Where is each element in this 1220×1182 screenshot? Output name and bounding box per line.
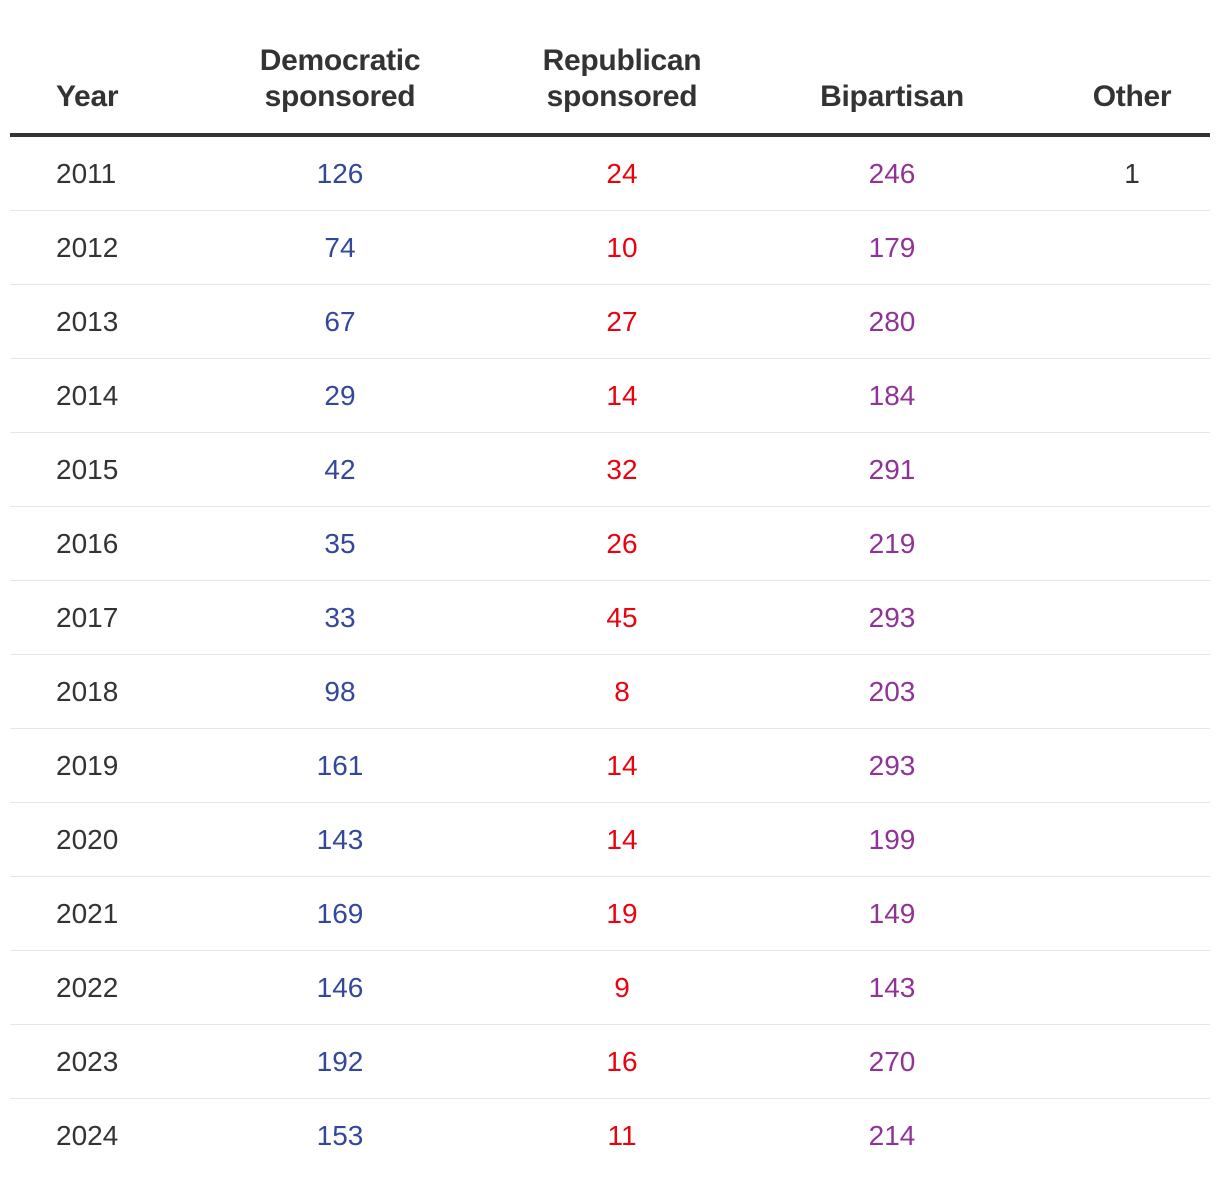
cell-republican: 45 <box>606 602 638 633</box>
table-row: 2017 33 45 293 <box>10 581 1210 655</box>
cell-democratic: 35 <box>324 528 356 559</box>
cell-democratic: 192 <box>316 1046 364 1077</box>
cell-bipartisan: 214 <box>868 1120 916 1151</box>
cell-year: 2023 <box>56 1046 119 1077</box>
cell-bipartisan: 203 <box>868 676 916 707</box>
cell-democratic: 33 <box>324 602 356 633</box>
header-republican-line: sponsored <box>546 80 698 113</box>
table-row: 2019 161 14 293 <box>10 729 1210 803</box>
cell-democratic: 98 <box>324 676 356 707</box>
cell-democratic: 146 <box>316 972 364 1003</box>
cell-year: 2011 <box>56 158 117 189</box>
cell-republican: 14 <box>606 380 638 411</box>
cell-other <box>1072 359 1192 433</box>
cell-republican: 19 <box>606 898 638 929</box>
cell-republican: 14 <box>606 750 638 781</box>
cell-other <box>1072 433 1192 507</box>
cell-democratic: 42 <box>324 454 356 485</box>
cell-year: 2019 <box>56 750 119 781</box>
cell-bipartisan: 199 <box>868 824 916 855</box>
table-body: 2011 126 24 246 1 2012 74 10 179 2013 67 27 280 2014 2… <box>10 137 1210 1173</box>
table-row: 2013 67 27 280 <box>10 285 1210 359</box>
cell-other <box>1072 655 1192 729</box>
header-bipartisan-line: Bipartisan <box>820 80 964 113</box>
cell-bipartisan: 270 <box>868 1046 916 1077</box>
cell-year: 2014 <box>56 380 119 411</box>
cell-bipartisan: 184 <box>868 380 916 411</box>
cell-other <box>1072 507 1192 581</box>
cell-democratic: 67 <box>324 306 356 337</box>
header-year: Year <box>56 79 119 115</box>
table-row: 2022 146 9 143 <box>10 951 1210 1025</box>
cell-year: 2018 <box>56 676 119 707</box>
cell-bipartisan: 293 <box>868 750 916 781</box>
cell-other <box>1072 285 1192 359</box>
cell-year: 2017 <box>56 602 119 633</box>
header-democratic-line: Democratic <box>259 44 421 77</box>
table-row: 2023 192 16 270 <box>10 1025 1210 1099</box>
cell-other <box>1072 877 1192 951</box>
header-democratic-line: sponsored <box>264 80 416 113</box>
cell-republican: 27 <box>606 306 638 337</box>
cell-other: 1 <box>1124 158 1140 189</box>
cell-bipartisan: 293 <box>868 602 916 633</box>
cell-year: 2015 <box>56 454 119 485</box>
table-row: 2011 126 24 246 1 <box>10 137 1210 211</box>
header-democratic: Democratic sponsored <box>240 43 440 115</box>
cell-year: 2022 <box>56 972 119 1003</box>
cell-bipartisan: 179 <box>868 232 916 263</box>
cell-democratic: 143 <box>316 824 364 855</box>
table-row: 2014 29 14 184 <box>10 359 1210 433</box>
cell-year: 2012 <box>56 232 119 263</box>
cell-other <box>1072 581 1192 655</box>
cell-other <box>1072 1025 1192 1099</box>
cell-republican: 10 <box>606 232 638 263</box>
cell-year: 2021 <box>56 898 119 929</box>
cell-year: 2016 <box>56 528 119 559</box>
cell-democratic: 153 <box>316 1120 364 1151</box>
table-row: 2021 169 19 149 <box>10 877 1210 951</box>
cell-republican: 16 <box>606 1046 638 1077</box>
cell-republican: 32 <box>606 454 638 485</box>
cell-republican: 26 <box>606 528 638 559</box>
cell-bipartisan: 149 <box>868 898 916 929</box>
table-row: 2016 35 26 219 <box>10 507 1210 581</box>
cell-other <box>1072 951 1192 1025</box>
cell-other <box>1072 803 1192 877</box>
cell-bipartisan: 280 <box>868 306 916 337</box>
table-row: 2024 153 11 214 <box>10 1099 1210 1173</box>
cell-year: 2020 <box>56 824 119 855</box>
table-row: 2020 143 14 199 <box>10 803 1210 877</box>
table-row: 2012 74 10 179 <box>10 211 1210 285</box>
cell-year: 2024 <box>56 1120 119 1151</box>
cell-bipartisan: 291 <box>868 454 916 485</box>
cell-year: 2013 <box>56 306 119 337</box>
cell-republican: 9 <box>614 972 630 1003</box>
cell-bipartisan: 246 <box>868 158 916 189</box>
cell-bipartisan: 219 <box>868 528 916 559</box>
header-bipartisan: Bipartisan <box>792 79 992 115</box>
sponsorship-table: Year Democratic sponsored Republican spo… <box>10 0 1210 1173</box>
header-republican-line: Republican <box>542 44 702 77</box>
cell-democratic: 169 <box>316 898 364 929</box>
header-year-line: Year <box>56 80 119 113</box>
cell-bipartisan: 143 <box>868 972 916 1003</box>
cell-republican: 14 <box>606 824 638 855</box>
cell-democratic: 74 <box>324 232 356 263</box>
table-row: 2015 42 32 291 <box>10 433 1210 507</box>
table-header: Year Democratic sponsored Republican spo… <box>10 0 1210 137</box>
cell-republican: 24 <box>606 158 638 189</box>
table-row: 2018 98 8 203 <box>10 655 1210 729</box>
header-other: Other <box>1072 79 1192 115</box>
cell-democratic: 29 <box>324 380 356 411</box>
cell-democratic: 126 <box>316 158 364 189</box>
cell-other <box>1072 1099 1192 1173</box>
cell-democratic: 161 <box>316 750 364 781</box>
cell-republican: 11 <box>607 1120 637 1151</box>
cell-other <box>1072 211 1192 285</box>
cell-other <box>1072 729 1192 803</box>
header-other-line: Other <box>1092 80 1172 113</box>
header-republican: Republican sponsored <box>522 43 722 115</box>
cell-republican: 8 <box>614 676 630 707</box>
